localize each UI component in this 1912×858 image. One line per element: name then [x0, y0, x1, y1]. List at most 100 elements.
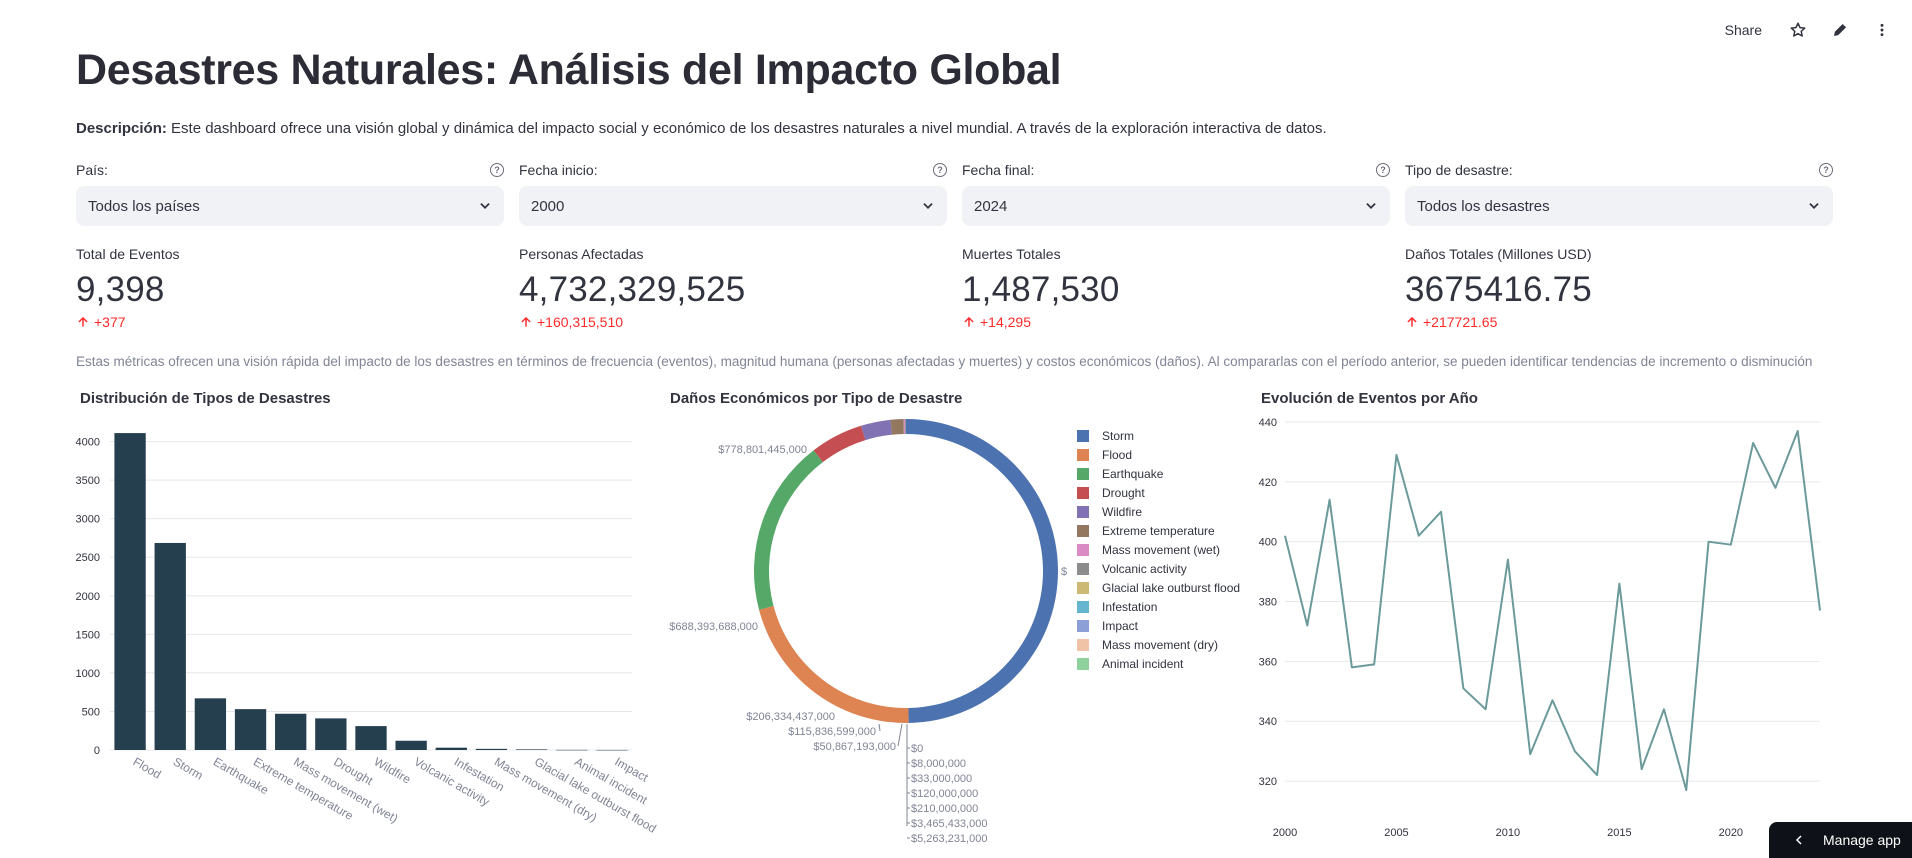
end-date-select[interactable]: 2024	[962, 186, 1390, 226]
donut-slice	[906, 419, 1058, 723]
line-x-tick-label: 2015	[1607, 827, 1631, 839]
help-icon[interactable]: ?	[1819, 163, 1833, 177]
line-y-tick-label: 440	[1259, 417, 1277, 429]
select-value: Todos los desastres	[1417, 197, 1550, 215]
bar	[435, 747, 467, 750]
top-toolbar: Share	[1725, 20, 1892, 40]
manage-app-label: Manage app	[1823, 832, 1901, 848]
legend-item[interactable]: Drought	[1077, 483, 1240, 502]
legend-item[interactable]: Flood	[1077, 445, 1240, 464]
filter-label: Fecha inicio:	[519, 162, 598, 178]
page-description: Descripción: Este dashboard ofrece una v…	[76, 120, 1327, 137]
line-y-tick-label: 320	[1259, 776, 1277, 788]
arrow-up-icon	[1407, 316, 1417, 327]
filter-country: País:? Todos los países	[76, 160, 504, 226]
chevron-down-icon	[480, 203, 490, 209]
chevron-down-icon	[1366, 203, 1376, 209]
start-date-select[interactable]: 2000	[519, 186, 947, 226]
line-chart-title: Evolución de Eventos por Año	[1261, 390, 1478, 407]
legend-item[interactable]: Storm	[1077, 426, 1240, 445]
bar-y-tick-label: 4000	[76, 437, 100, 449]
legend-swatch	[1077, 448, 1089, 461]
metric-people-affected: Personas Afectadas 4,732,329,525 +160,31…	[519, 246, 745, 330]
legend-item[interactable]: Glacial lake outburst flood	[1077, 578, 1240, 597]
bar-y-tick-label: 1500	[76, 629, 100, 641]
legend-swatch	[1077, 486, 1089, 499]
metric-label: Personas Afectadas	[519, 246, 644, 262]
filter-end-date: Fecha final:? 2024	[962, 160, 1390, 226]
bar-x-tick-label: Flood	[131, 754, 164, 781]
legend-item[interactable]: Impact	[1077, 616, 1240, 635]
star-icon[interactable]	[1788, 20, 1808, 40]
legend-label: Drought	[1102, 485, 1145, 500]
donut-data-label: $120,000,000	[911, 788, 978, 800]
help-icon[interactable]: ?	[933, 163, 947, 177]
legend-label: Infestation	[1102, 599, 1158, 614]
donut-leader-line	[878, 723, 881, 732]
legend-item[interactable]: Animal incident	[1077, 654, 1240, 673]
donut-data-label: $115,836,599,000	[788, 726, 876, 738]
line-series	[1284, 429, 1821, 792]
disaster-type-select[interactable]: Todos los desastres	[1405, 186, 1833, 226]
filter-label: País:	[76, 162, 108, 178]
pencil-icon[interactable]	[1830, 20, 1850, 40]
pie-chart-title: Daños Económicos por Tipo de Desastre	[670, 390, 963, 407]
metric-total-events: Total de Eventos 9,398 +377	[76, 246, 180, 330]
bar-y-tick-label: 1000	[76, 668, 100, 680]
chevron-down-icon	[923, 203, 933, 209]
filter-start-date: Fecha inicio:? 2000	[519, 160, 947, 226]
bar	[355, 726, 387, 750]
metric-value: 9,398	[76, 270, 165, 309]
donut-data-label: $778,801,445,000	[718, 444, 807, 456]
bar	[114, 433, 146, 750]
metric-delta: +217721.65	[1405, 314, 1592, 330]
metric-delta: +160,315,510	[519, 314, 745, 330]
country-select[interactable]: Todos los países	[76, 186, 504, 226]
legend-item[interactable]: Infestation	[1077, 597, 1240, 616]
metric-delta-value: +14,295	[980, 314, 1031, 330]
legend-item[interactable]: Extreme temperature	[1077, 521, 1240, 540]
help-icon[interactable]: ?	[1376, 163, 1390, 177]
legend-item[interactable]: Wildfire	[1077, 502, 1240, 521]
metric-delta-value: +160,315,510	[537, 314, 624, 330]
bar-y-tick-label: 2000	[76, 591, 100, 603]
line-y-tick-label: 380	[1259, 597, 1277, 609]
legend-label: Mass movement (dry)	[1102, 637, 1219, 652]
manage-app-button[interactable]: Manage app	[1769, 822, 1912, 858]
donut-data-label: $688,393,688,000	[669, 621, 758, 633]
bar-y-tick-label: 3000	[76, 514, 100, 526]
line-x-tick-label: 2020	[1719, 827, 1743, 839]
help-icon[interactable]: ?	[490, 163, 504, 177]
bar	[515, 749, 548, 750]
filter-label: Fecha final:	[962, 162, 1035, 178]
legend-label: Storm	[1102, 428, 1135, 443]
bar	[154, 542, 186, 750]
line-x-tick-label: 2005	[1384, 827, 1408, 839]
donut-slice	[905, 419, 906, 435]
legend-label: Extreme temperature	[1102, 523, 1215, 538]
donut-slice	[759, 605, 909, 723]
legend-item[interactable]: Volcanic activity	[1077, 559, 1240, 578]
donut-data-label: $3,465,433,000	[911, 818, 987, 830]
line-y-tick-label: 340	[1259, 716, 1277, 728]
donut-data-label: $33,000,000	[911, 773, 972, 785]
donut-data-label: $5,263,231,000	[911, 833, 987, 845]
legend-item[interactable]: Mass movement (wet)	[1077, 540, 1240, 559]
line-y-tick-label: 360	[1259, 656, 1277, 668]
more-vertical-icon[interactable]	[1872, 20, 1892, 40]
donut-slice	[754, 450, 823, 610]
bar	[596, 749, 628, 751]
donut-data-label: $	[1061, 566, 1067, 578]
legend-label: Glacial lake outburst flood	[1102, 580, 1241, 595]
line-y-tick-label: 400	[1259, 537, 1277, 549]
bar-y-tick-label: 2500	[76, 552, 100, 564]
line-x-tick-label: 2010	[1496, 827, 1520, 839]
metric-delta-value: +217721.65	[1423, 314, 1498, 330]
select-value: 2024	[974, 197, 1008, 215]
share-button[interactable]: Share	[1724, 22, 1762, 38]
legend-item[interactable]: Earthquake	[1077, 464, 1240, 483]
legend-item[interactable]: Mass movement (dry)	[1077, 635, 1240, 654]
legend-swatch	[1077, 505, 1089, 518]
chevron-down-icon	[1809, 203, 1819, 209]
bar	[275, 713, 307, 750]
